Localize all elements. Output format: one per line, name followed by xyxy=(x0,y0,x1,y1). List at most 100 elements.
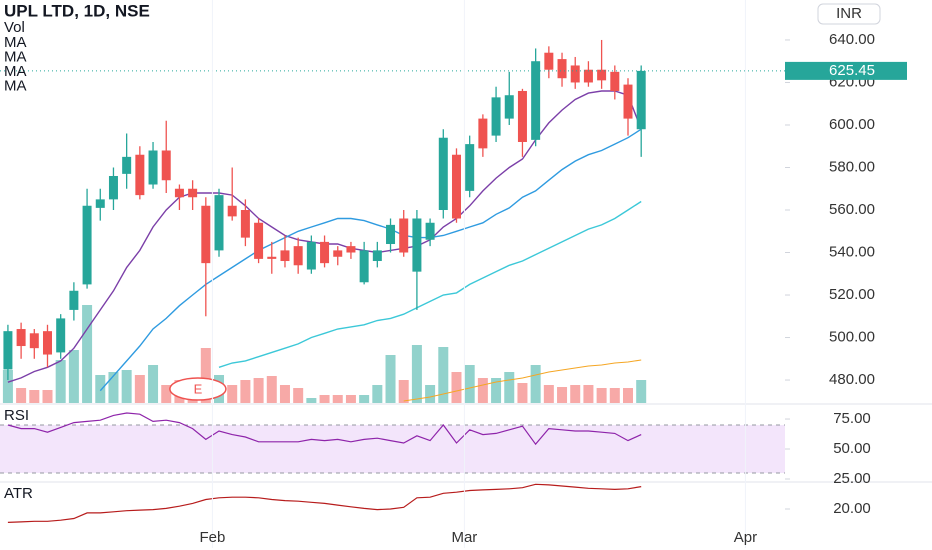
candle-body xyxy=(504,95,514,119)
volume-bar xyxy=(253,378,264,403)
volume-bar xyxy=(200,348,211,403)
candle-body xyxy=(267,256,277,259)
candle-body xyxy=(610,71,620,91)
volume-bar xyxy=(332,395,343,403)
volume-bar xyxy=(623,388,633,403)
y-tick-label: 520.00 xyxy=(829,286,875,303)
volume-bar xyxy=(359,395,370,403)
candle-body xyxy=(161,150,171,181)
candle-body xyxy=(3,331,13,370)
candle-body xyxy=(399,218,409,253)
legend-entry: MA xyxy=(4,77,27,94)
volume-bar xyxy=(596,388,607,403)
volume-bar xyxy=(108,372,119,403)
y-tick-label: 600.00 xyxy=(829,116,875,133)
volume-bar xyxy=(451,372,462,403)
volume-bar xyxy=(557,387,568,403)
rsi-band xyxy=(0,425,785,474)
volume-bar xyxy=(570,385,581,403)
candle-body xyxy=(451,154,461,219)
x-tick-label: Mar xyxy=(451,529,477,546)
candle-body xyxy=(465,144,475,191)
volume-bar xyxy=(583,385,594,403)
candle-body xyxy=(372,250,382,262)
candle-body xyxy=(438,137,448,211)
candle-body xyxy=(531,61,541,140)
volume-bar xyxy=(266,376,277,403)
candle-body xyxy=(16,329,26,347)
last-price-box xyxy=(785,61,907,80)
candle-body xyxy=(478,118,488,149)
earnings-marker xyxy=(169,377,227,401)
volume-bar xyxy=(609,388,620,403)
volume-bar xyxy=(240,380,251,403)
candle-body xyxy=(491,97,501,136)
volume-bar xyxy=(411,345,422,403)
volume-bar xyxy=(319,395,330,403)
volume-bar xyxy=(148,365,159,403)
y-tick-label: 640.00 xyxy=(829,31,875,48)
currency-button[interactable] xyxy=(817,3,881,25)
volume-bar xyxy=(68,350,79,403)
volume-bar xyxy=(29,390,40,403)
volume-bar xyxy=(293,388,304,403)
candle-body xyxy=(95,199,105,208)
volume-bar xyxy=(530,365,541,403)
candle-body xyxy=(188,188,198,198)
moving-average xyxy=(218,200,642,368)
y-tick-label: 20.00 xyxy=(833,500,871,517)
currency[interactable]: INR xyxy=(836,5,862,22)
volume-bar xyxy=(636,380,647,403)
candle-body xyxy=(597,69,607,81)
volume-bar xyxy=(385,355,396,403)
volume-bar xyxy=(55,360,66,403)
candle-body xyxy=(56,318,66,353)
candle-body xyxy=(240,210,250,238)
rsi-pane: RSI xyxy=(0,407,785,474)
candle-body xyxy=(174,188,184,198)
candle-body xyxy=(306,241,316,270)
candle-body xyxy=(108,175,118,200)
x-tick-label: Feb xyxy=(199,529,225,546)
volume-bar xyxy=(491,378,502,403)
volume-bar xyxy=(121,370,132,403)
earnings-label: E xyxy=(194,381,203,396)
candle-body xyxy=(517,90,527,142)
candle-body xyxy=(346,246,356,253)
volume-bar xyxy=(425,385,436,403)
candle-body xyxy=(82,205,92,285)
candle-body xyxy=(293,246,303,266)
pane-title: RSI xyxy=(4,407,29,424)
candle-body xyxy=(557,59,567,79)
y-tick-label: 50.00 xyxy=(833,440,871,457)
y-tick-label: 560.00 xyxy=(829,201,875,218)
candle-body xyxy=(201,205,211,264)
candle-body xyxy=(280,250,290,262)
axes: Feb Mar Apr 480.00 500.00 520.00 540.00 560.00 5… xyxy=(199,0,907,548)
y-tick-label: 480.00 xyxy=(829,371,875,388)
y-tick-label: 25.00 xyxy=(833,470,871,487)
volume-ma xyxy=(403,359,642,402)
price-pane: E xyxy=(0,39,785,403)
y-tick-label: 75.00 xyxy=(833,410,871,427)
candle-body xyxy=(214,195,224,251)
volume-bar xyxy=(82,305,93,403)
atr-pane: ATR xyxy=(4,483,642,523)
candle-body xyxy=(386,224,396,245)
candle-body xyxy=(412,218,422,272)
candle-body xyxy=(333,250,343,257)
x-tick-label: Apr xyxy=(734,529,757,546)
rsi-line xyxy=(7,412,642,446)
volume-bar xyxy=(398,380,409,403)
legend-entry: Vol xyxy=(4,19,25,36)
volume-bar xyxy=(161,385,172,403)
volume-bar xyxy=(372,385,383,403)
y-tick-label: 580.00 xyxy=(829,158,875,175)
volume-bar xyxy=(345,395,356,403)
volume-bar xyxy=(134,375,145,403)
candle-body xyxy=(42,331,52,355)
candle-body xyxy=(320,241,330,264)
legend-entry: MA xyxy=(4,48,27,65)
